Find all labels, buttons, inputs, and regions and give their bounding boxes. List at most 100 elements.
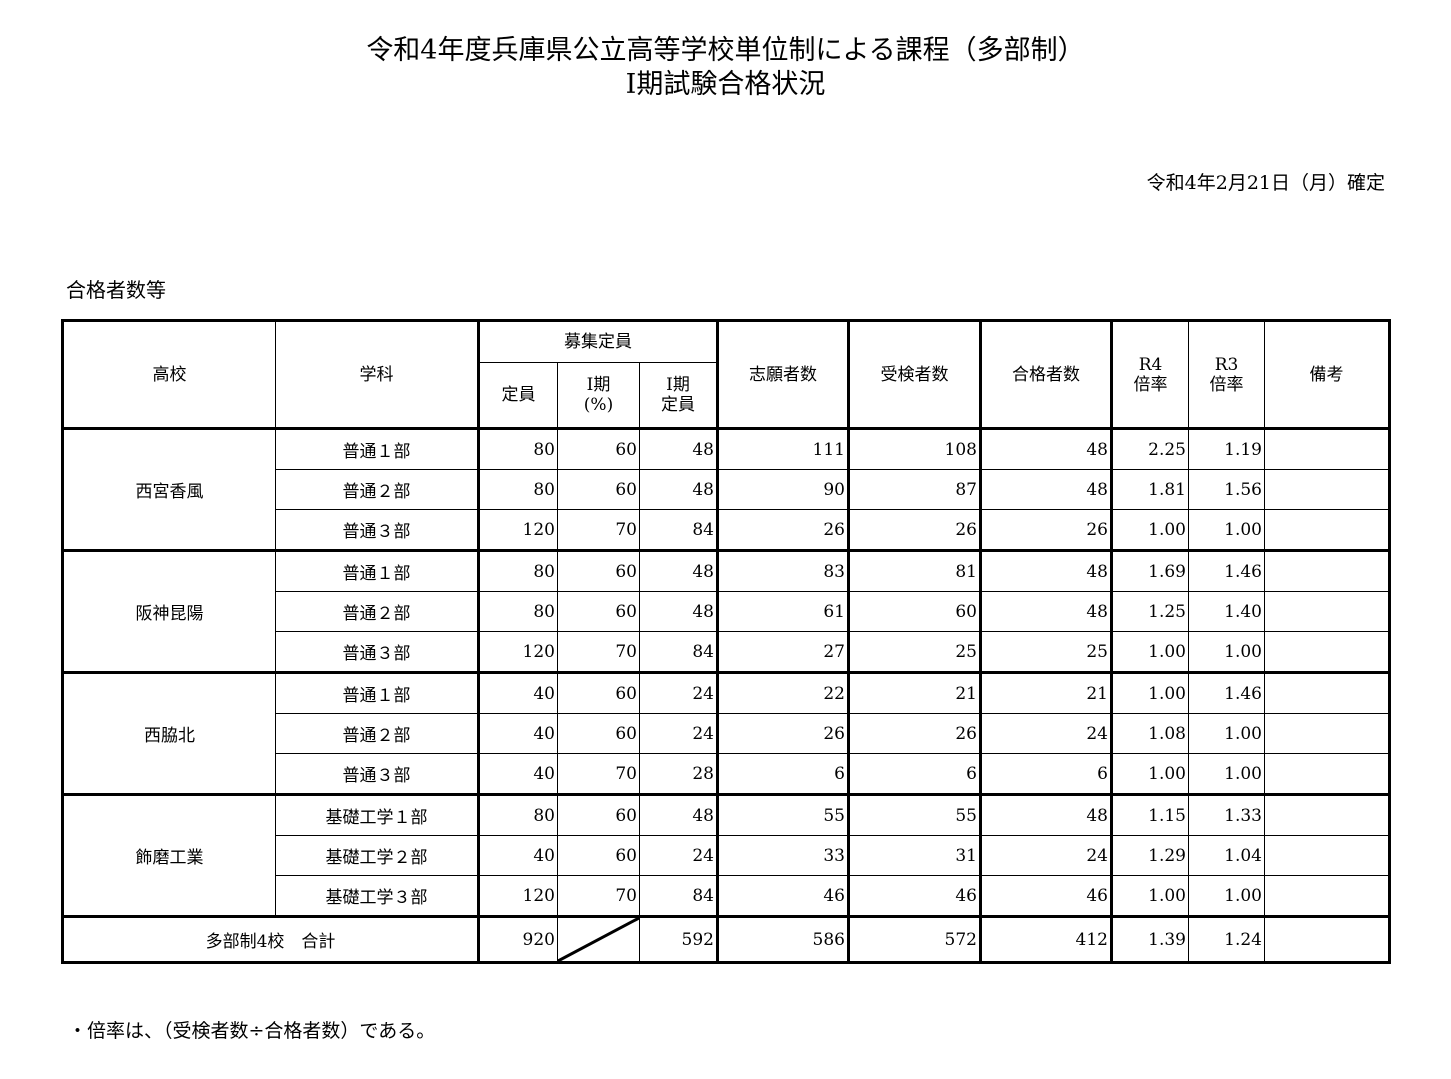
remarks [1264, 591, 1390, 632]
phase1-cap: 24 [639, 713, 718, 754]
examinees: 55 [847, 793, 981, 836]
phase1-cap: 84 [639, 631, 718, 673]
passed: 25 [979, 631, 1112, 673]
course-name: 普通３部 [275, 509, 479, 551]
remarks [1264, 469, 1390, 510]
total-r4-ratio: 1.39 [1110, 915, 1189, 963]
school-name: 西脇北 [62, 671, 276, 795]
r4-ratio: 1.81 [1110, 469, 1189, 510]
passed: 48 [979, 469, 1112, 510]
course-name: 普通１部 [275, 549, 479, 592]
r3-ratio: 1.04 [1188, 835, 1265, 876]
r3-ratio: 1.56 [1188, 469, 1265, 510]
r3-ratio: 1.40 [1188, 591, 1265, 632]
course-name: 普通２部 [275, 591, 479, 632]
r4-ratio: 1.00 [1110, 753, 1189, 795]
remarks [1264, 631, 1390, 673]
r4-ratio: 1.00 [1110, 509, 1189, 551]
remarks [1264, 793, 1390, 836]
phase1-cap: 48 [639, 427, 718, 470]
total-r3-ratio: 1.24 [1188, 915, 1265, 963]
r4-ratio: 1.69 [1110, 549, 1189, 592]
capacity: 40 [477, 753, 558, 795]
capacity: 40 [477, 835, 558, 876]
confirmed-date: 令和4年2月21日（月）確定 [1146, 172, 1385, 194]
total-capacity: 920 [477, 915, 558, 963]
title-line-1: 令和4年度兵庫県公立高等学校単位制による課程（多部制） [366, 35, 1085, 66]
table-row: 阪神昆陽 普通１部 80 60 48 83 81 48 1.69 1.46 [62, 549, 1390, 673]
phase1-pct: 60 [557, 427, 640, 470]
school-name: 飾磨工業 [62, 793, 276, 917]
school-name: 西宮香風 [62, 427, 276, 551]
capacity: 80 [477, 591, 558, 632]
phase1-pct: 60 [557, 549, 640, 592]
r3-ratio: 1.46 [1188, 549, 1265, 592]
total-remarks [1264, 915, 1390, 963]
remarks [1264, 509, 1390, 551]
course-name: 普通３部 [275, 753, 479, 795]
table-row: 普通２部 80 60 48 61 60 48 1.25 1.40 [63, 591, 1390, 632]
header-phase1-pct: Ⅰ期 (%) [557, 362, 640, 429]
applicants: 22 [716, 671, 849, 714]
capacity: 80 [477, 427, 558, 470]
course-name: 普通２部 [275, 713, 479, 754]
r4-ratio: 1.00 [1110, 671, 1189, 714]
phase1-cap: 24 [639, 671, 718, 714]
applicants: 33 [716, 835, 849, 876]
school-name: 阪神昆陽 [62, 549, 276, 673]
r3-ratio: 1.00 [1188, 713, 1265, 754]
remarks [1264, 671, 1390, 714]
passed: 48 [979, 427, 1112, 470]
r4-ratio: 1.25 [1110, 591, 1189, 632]
total-label: 多部制4校 合計 [62, 915, 479, 963]
phase1-pct: 60 [557, 835, 640, 876]
phase1-pct: 70 [557, 875, 640, 917]
phase1-cap: 48 [639, 591, 718, 632]
course-name: 普通１部 [275, 427, 479, 470]
examinees: 31 [847, 835, 981, 876]
capacity: 80 [477, 549, 558, 592]
remarks [1264, 713, 1390, 754]
phase1-cap: 28 [639, 753, 718, 795]
header-r3-ratio: R3 倍率 [1188, 320, 1265, 429]
examinees: 87 [847, 469, 981, 510]
phase1-cap: 48 [639, 469, 718, 510]
header-capacity: 定員 [477, 362, 558, 429]
applicants: 111 [716, 427, 849, 470]
course-name: 基礎工学２部 [275, 835, 479, 876]
section-label: 合格者数等 [66, 278, 166, 302]
header-passed: 合格者数 [979, 320, 1112, 429]
applicants: 27 [716, 631, 849, 673]
applicants: 46 [716, 875, 849, 917]
table-row: 普通２部 80 60 48 90 87 48 1.81 1.56 [63, 469, 1390, 510]
applicants: 26 [716, 509, 849, 551]
capacity: 120 [477, 631, 558, 673]
examinees: 26 [847, 713, 981, 754]
header-recruit: 募集定員 [477, 320, 718, 363]
phase1-pct: 70 [557, 753, 640, 795]
remarks [1264, 427, 1390, 470]
applicants: 90 [716, 469, 849, 510]
applicants: 83 [716, 549, 849, 592]
course-name: 基礎工学３部 [275, 875, 479, 917]
capacity: 40 [477, 713, 558, 754]
phase1-pct: 60 [557, 671, 640, 714]
examinees: 60 [847, 591, 981, 632]
passed: 48 [979, 549, 1112, 592]
remarks [1264, 875, 1390, 917]
phase1-pct: 60 [557, 793, 640, 836]
r4-ratio: 1.08 [1110, 713, 1189, 754]
passed: 24 [979, 835, 1112, 876]
passed: 6 [979, 753, 1112, 795]
examinees: 21 [847, 671, 981, 714]
header-phase1-cap: Ⅰ期 定員 [639, 362, 718, 429]
r4-ratio: 1.15 [1110, 793, 1189, 836]
phase1-cap: 48 [639, 793, 718, 836]
applicants: 6 [716, 753, 849, 795]
header-school: 高校 [62, 320, 276, 429]
phase1-pct: 70 [557, 509, 640, 551]
examinees: 81 [847, 549, 981, 592]
phase1-pct: 60 [557, 713, 640, 754]
applicants: 61 [716, 591, 849, 632]
course-name: 基礎工学１部 [275, 793, 479, 836]
